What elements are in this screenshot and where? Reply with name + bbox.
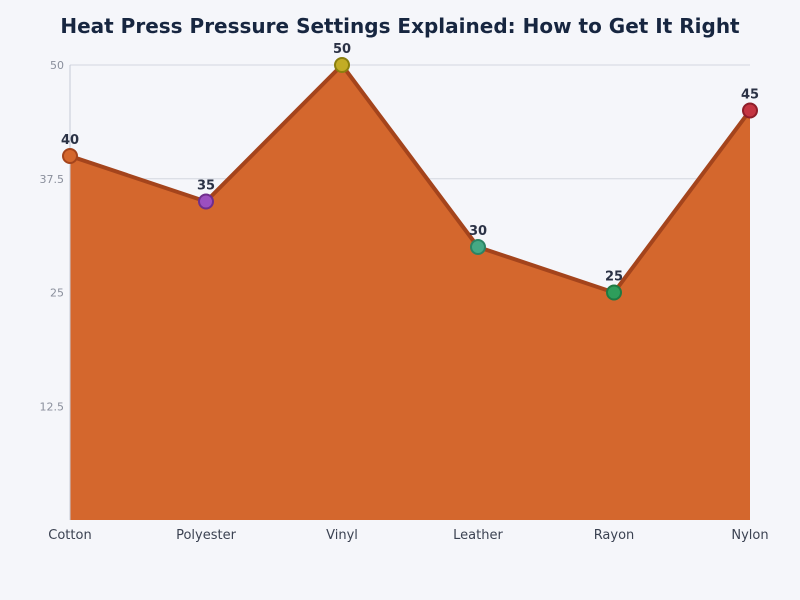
labels: 40 Cotton 35 Polyester 50 Vinyl 30 Leather 25 Ray… [48, 42, 768, 543]
x-tick-label: Nylon [731, 528, 768, 543]
data-label: 30 [469, 224, 487, 239]
axes: 12.5 25 37.5 50 [40, 59, 71, 520]
data-label: 50 [333, 42, 351, 57]
data-label: 35 [197, 179, 215, 194]
x-tick-label: Leather [453, 528, 503, 543]
area-layer [69, 63, 752, 520]
x-tick-label: Polyester [176, 528, 237, 543]
chart-title: Heat Press Pressure Settings Explained: … [60, 14, 740, 38]
y-tick-label: 37.5 [40, 173, 65, 186]
data-label: 40 [61, 133, 79, 148]
x-tick-label: Vinyl [326, 528, 358, 543]
data-point [606, 284, 622, 301]
data-point [198, 193, 214, 210]
x-tick-label: Rayon [594, 528, 635, 543]
y-tick-label: 25 [50, 287, 64, 300]
markers [62, 57, 758, 301]
data-point [334, 57, 350, 73]
data-label: 45 [741, 88, 759, 103]
data-point [470, 239, 486, 255]
area-fill [70, 65, 750, 520]
data-point [62, 148, 78, 164]
series-line [69, 63, 752, 295]
y-tick-label: 50 [50, 59, 64, 72]
y-tick-label: 12.5 [40, 400, 65, 413]
data-point [742, 102, 758, 119]
data-label: 25 [605, 270, 623, 285]
x-tick-label: Cotton [48, 528, 91, 543]
